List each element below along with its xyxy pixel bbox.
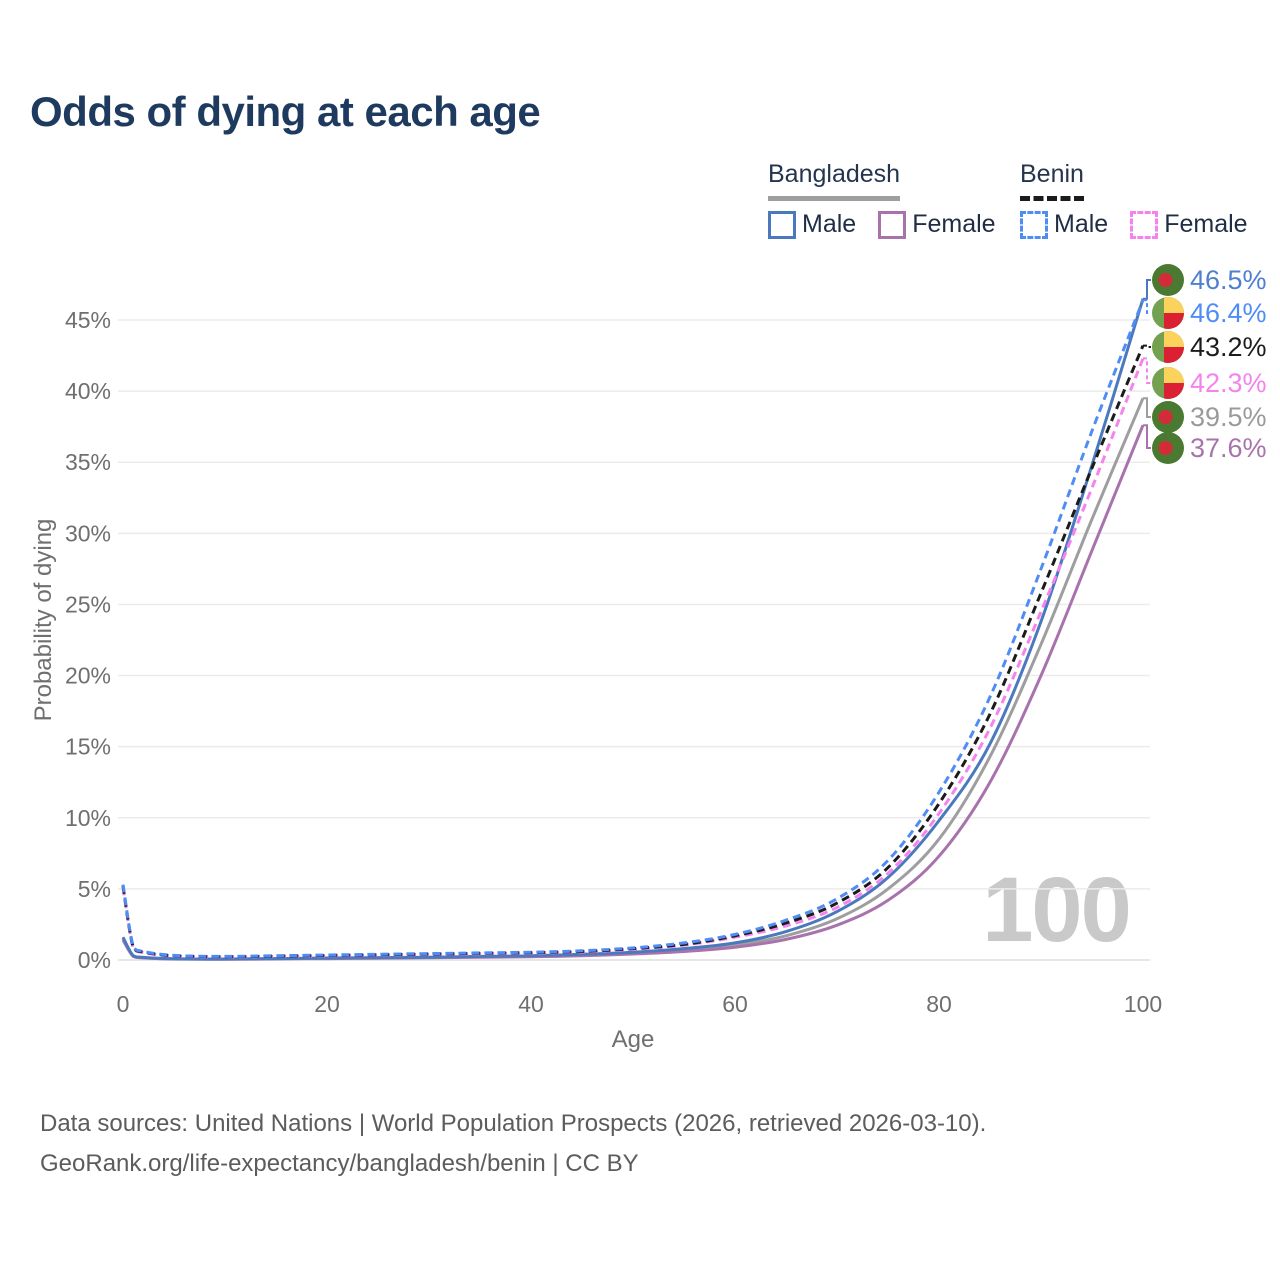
series-line-bangladesh-female[interactable]	[121, 424, 1145, 961]
flag-icon-bangladesh	[1152, 401, 1184, 433]
y-tick-label: 20%	[65, 663, 111, 689]
legend-label: Female	[912, 210, 996, 238]
legend-label: Male	[802, 210, 857, 238]
end-value-label: 46.5%	[1190, 265, 1267, 295]
series-line-benin-female[interactable]	[121, 357, 1145, 959]
bangladesh-female-swatch-icon	[878, 210, 907, 239]
flag-icon-bangladesh	[1152, 264, 1184, 296]
benin-female-swatch-icon	[1130, 210, 1159, 239]
x-tick-label: 40	[518, 991, 544, 1017]
label-connector	[1143, 279, 1151, 300]
series-line-benin-all[interactable]	[121, 345, 1145, 959]
legend-item-benin-male[interactable]: Male	[1020, 210, 1108, 239]
end-value-label: 46.4%	[1190, 298, 1267, 328]
y-tick-label: 40%	[65, 378, 111, 404]
y-tick-label: 25%	[65, 591, 111, 617]
x-tick-label: 20	[314, 991, 340, 1017]
series-line-bangladesh-male[interactable]	[121, 298, 1145, 961]
y-tick-label: 30%	[65, 520, 111, 546]
series-line-bangladesh-all[interactable]	[121, 397, 1145, 961]
legend-group-benin: Benin Male Female	[1020, 160, 1248, 239]
y-tick-label: 35%	[65, 449, 111, 475]
legend-item-benin-female[interactable]: Female	[1130, 210, 1248, 239]
benin-male-swatch-icon	[1020, 210, 1048, 239]
legend-items-bangladesh: Male Female	[768, 210, 996, 239]
series-line-benin-male[interactable]	[121, 299, 1145, 958]
label-connector	[1143, 344, 1151, 348]
attribution-line: GeoRank.org/life-expectancy/bangladesh/b…	[40, 1150, 639, 1177]
x-tick-label: 0	[117, 991, 130, 1017]
legend-items-benin: Male Female	[1020, 210, 1248, 239]
label-connector	[1143, 424, 1151, 449]
label-connector	[1143, 357, 1151, 384]
legend-country-benin: Benin	[1020, 160, 1248, 201]
end-value-label: 43.2%	[1190, 332, 1267, 362]
bangladesh-male-swatch-icon	[768, 210, 796, 239]
end-value-label: 37.6%	[1190, 433, 1267, 463]
legend-country-line-sample: Bangladesh	[768, 160, 901, 201]
legend-country-line-sample: Benin	[1020, 160, 1084, 201]
flag-icon-benin	[1152, 297, 1184, 329]
y-tick-label: 10%	[65, 805, 111, 831]
x-tick-label: 60	[722, 991, 748, 1017]
x-tick-label: 100	[1124, 991, 1162, 1017]
end-value-label: 39.5%	[1190, 402, 1267, 432]
y-tick-label: 45%	[65, 307, 111, 333]
y-axis-title: Probability of dying	[30, 518, 57, 722]
legend-item-bangladesh-female[interactable]: Female	[878, 210, 996, 239]
age-counter-watermark: 100	[982, 859, 1132, 961]
label-connector	[1143, 299, 1151, 314]
data-source-line: Data sources: United Nations | World Pop…	[40, 1110, 987, 1137]
x-tick-label: 80	[926, 991, 952, 1017]
label-connector	[1143, 397, 1151, 418]
y-tick-label: 5%	[78, 876, 111, 902]
flag-icon-bangladesh	[1152, 432, 1184, 464]
y-tick-label: 15%	[65, 734, 111, 760]
page-title: Odds of dying at each age	[30, 88, 541, 135]
y-tick-label: 0%	[78, 947, 111, 973]
x-axis-title: Age	[611, 1026, 655, 1053]
legend-country-bangladesh: Bangladesh	[768, 160, 996, 201]
end-value-label: 42.3%	[1190, 368, 1267, 398]
legend-label: Male	[1054, 210, 1109, 238]
legend-label: Female	[1164, 210, 1248, 238]
legend-group-bangladesh: Bangladesh Male Female	[768, 160, 996, 239]
flag-icon-benin	[1152, 367, 1184, 399]
legend-item-bangladesh-male[interactable]: Male	[768, 210, 856, 239]
flag-icon-benin	[1152, 331, 1184, 363]
